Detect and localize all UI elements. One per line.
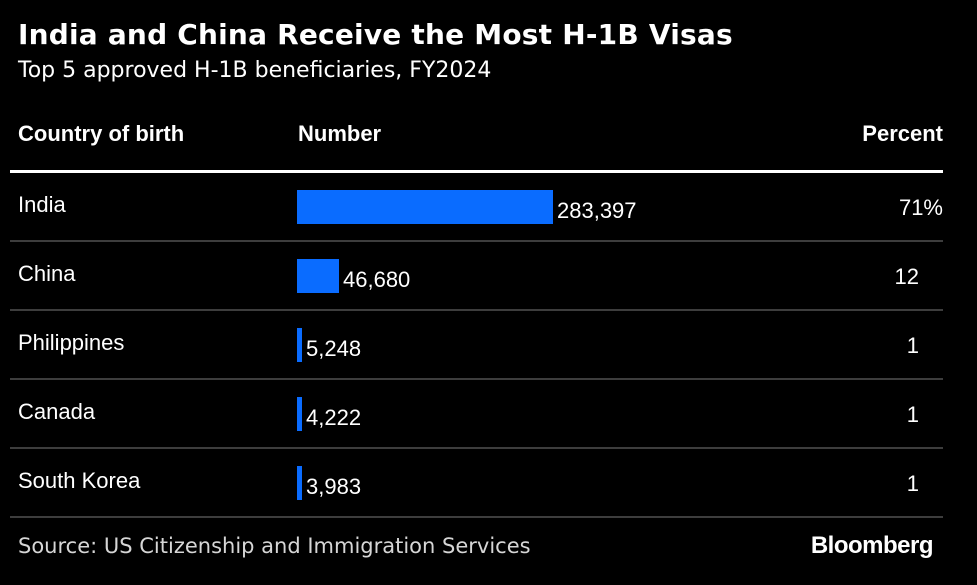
bar — [297, 190, 553, 224]
table-row: India 283,397 71% — [10, 173, 943, 242]
bar-value-label: 3,983 — [306, 474, 362, 499]
bar — [297, 328, 302, 362]
percent-label: 1 — [906, 333, 919, 358]
bar-cell: 46,680 — [297, 259, 410, 293]
bar-cell: 4,222 — [297, 397, 361, 431]
country-label: Canada — [18, 399, 96, 424]
percent-label: 12 — [894, 264, 919, 289]
bar-cell: 3,983 — [297, 466, 361, 500]
bar-value-label: 46,680 — [343, 267, 411, 292]
country-label: South Korea — [18, 468, 141, 493]
bar — [297, 397, 302, 431]
percent-label: 1 — [906, 471, 919, 496]
country-label: Philippines — [18, 330, 125, 355]
table-row: South Korea 3,983 1 — [10, 449, 943, 518]
header-divider — [10, 170, 943, 173]
source-note: Source: US Citizenship and Immigration S… — [18, 534, 531, 558]
table-row: Canada 4,222 1 — [10, 380, 943, 449]
column-header-number: Number — [298, 121, 382, 146]
bar-value-label: 283,397 — [557, 198, 637, 223]
bar — [297, 466, 302, 500]
table-row: Philippines 5,248 1 — [10, 311, 943, 380]
column-header-country: Country of birth — [18, 121, 185, 146]
bar-cell: 5,248 — [297, 328, 361, 362]
column-header-percent: Percent — [862, 121, 943, 146]
country-label: India — [18, 192, 66, 217]
table-body: India 283,397 71% China 46,680 12 Philippines 5… — [10, 173, 943, 518]
bar-value-label: 5,248 — [306, 336, 362, 361]
bar — [297, 259, 339, 293]
chart-subtitle: Top 5 approved H-1B beneficiaries, FY202… — [18, 58, 492, 83]
chart-title: India and China Receive the Most H-1B Vi… — [18, 18, 733, 51]
bar-value-label: 4,222 — [306, 405, 362, 430]
table-row: China 46,680 12 — [10, 242, 943, 311]
percent-label: 71% — [898, 195, 943, 220]
bar-cell: 283,397 — [297, 190, 637, 224]
brand-logo: Bloomberg — [810, 532, 934, 559]
country-label: China — [18, 261, 76, 286]
percent-label: 1 — [906, 402, 919, 427]
